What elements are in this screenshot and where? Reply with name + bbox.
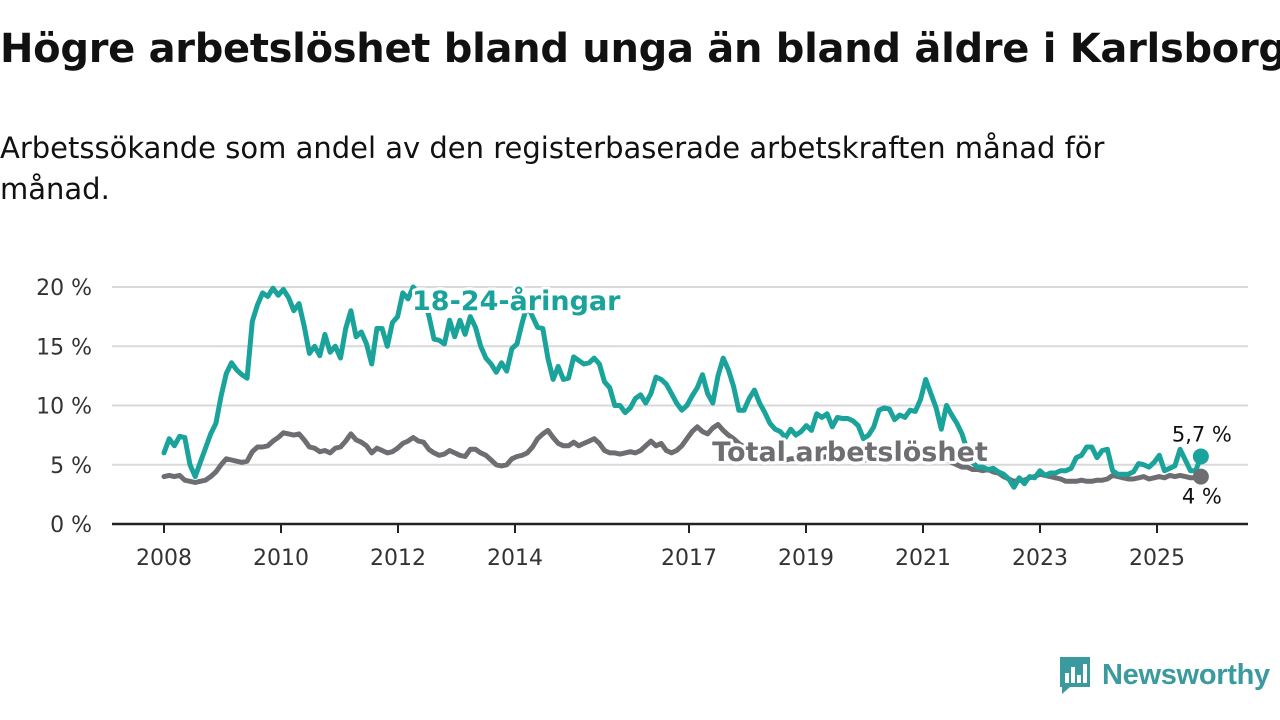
x-tick-label: 2008 [136,546,192,571]
series-endpoint-youth [1192,448,1209,465]
x-tick-label: 2010 [253,546,309,571]
y-tick-label: 10 % [36,395,92,420]
x-tick-label: 2019 [778,546,834,571]
label-layer: 18-24-åringar Total arbetslöshet 5,7 % 4 % [409,282,1234,511]
x-tick-label: 2023 [1012,546,1068,571]
x-tick-label: 2014 [487,546,543,571]
series-layer [161,284,1209,490]
y-tick-label: 5 % [50,454,92,479]
brand-name: Newsworthy [1102,658,1270,691]
y-tick-label: 20 % [36,276,92,301]
series-end-label-youth: 5,7 % [1172,422,1232,446]
chart-title: Högre arbetslöshet bland unga än bland ä… [0,26,1280,72]
series-line-youth [161,284,1204,490]
series-endpoint-total [1192,468,1209,485]
x-tick-label: 2025 [1129,546,1185,571]
x-tick-label: 2017 [661,546,717,571]
series-label-total: Total arbetslöshet [712,437,988,468]
brand-logo[interactable]: Newsworthy [1058,654,1270,696]
x-tick-label: 2012 [370,546,426,571]
grid-layer [112,286,1248,466]
series-end-label-total: 4 % [1182,485,1222,509]
chart-subtitle: Arbetssökande som andel av den registerb… [0,131,1105,206]
y-tick-label: 15 % [36,335,92,360]
newsworthy-logo-icon [1060,657,1090,694]
axis-layer: 0 % 5 % 10 % 15 % 20 % 2008 2010 2012 2014 2017 20… [36,276,1248,571]
series-label-youth: 18-24-åringar [412,285,621,317]
x-tick-label: 2021 [895,546,951,571]
y-tick-label: 0 % [50,513,92,538]
